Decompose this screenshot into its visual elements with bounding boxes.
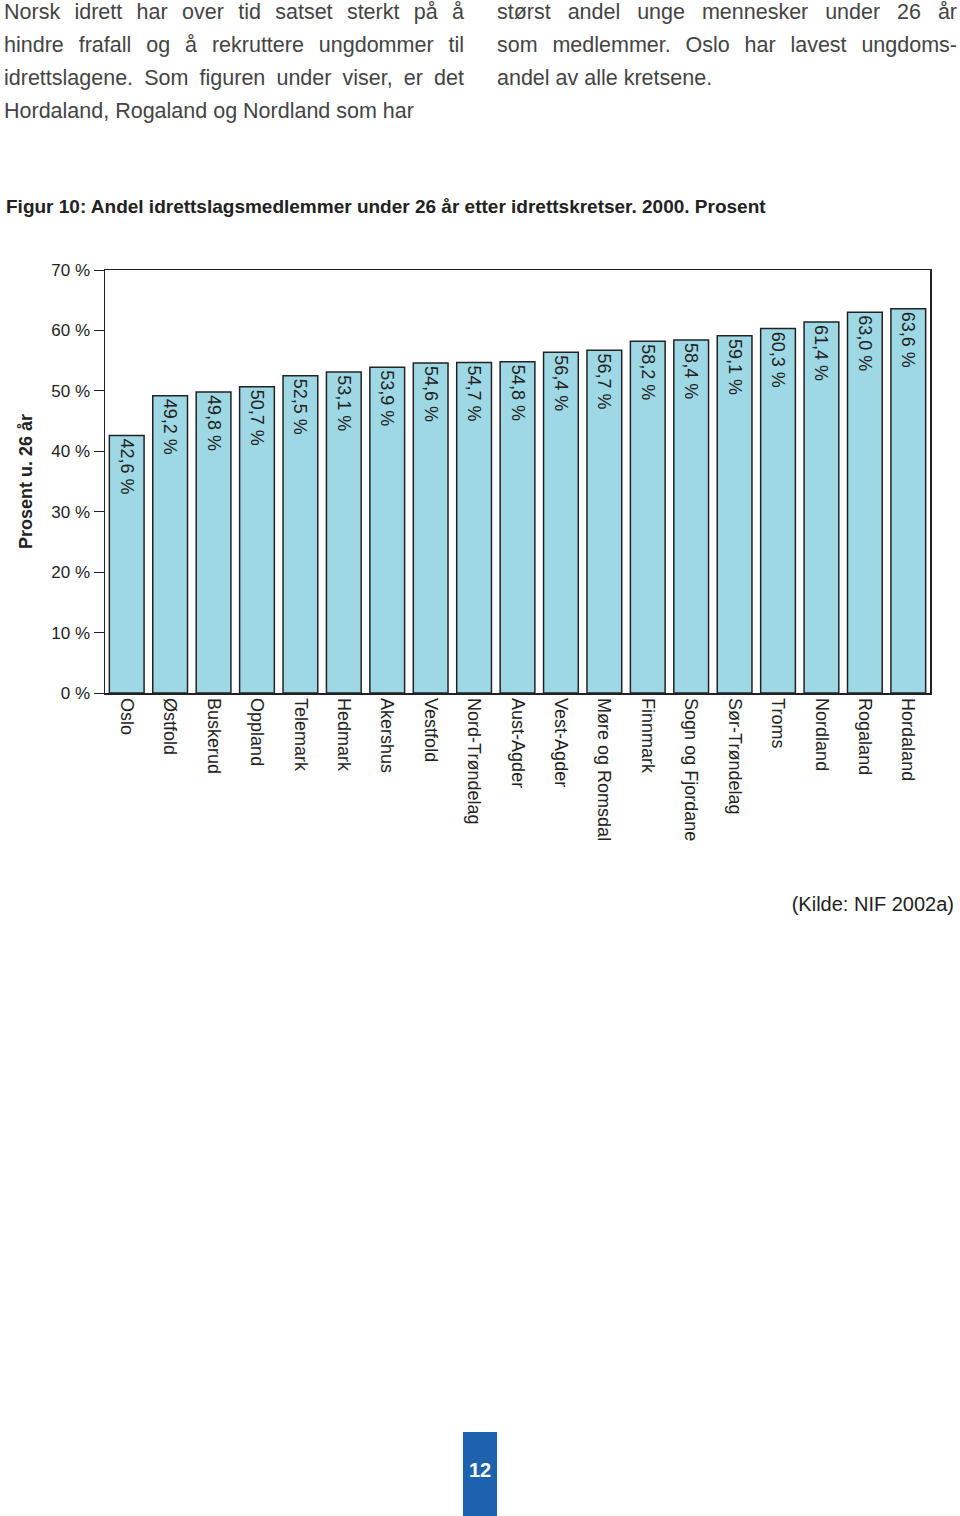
svg-text:70 %: 70 % [51,261,90,280]
html-text:andel av alle kretsene.: andel av alle kretsene. [497,66,713,90]
svg-text:Vestfold: Vestfold [421,698,441,762]
svg-text:54,7 %: 54,7 % [464,365,484,421]
svg-text:54,8 %: 54,8 % [508,365,528,421]
svg-text:Akershus: Akershus [377,698,397,773]
svg-text:0 %: 0 % [61,684,90,703]
svg-text:53,1 %: 53,1 % [334,375,354,431]
svg-text:54,6 %: 54,6 % [421,366,441,422]
html-text:Norsk idrett har over tid sats: Norsk idrett har over tid satset sterkt … [4,0,464,24]
svg-text:42,6 %: 42,6 % [117,439,137,495]
svg-text:10 %: 10 % [51,624,90,643]
html-text:(Kilde: NIF 2002a): (Kilde: NIF 2002a) [791,893,954,915]
svg-text:56,4 %: 56,4 % [551,355,571,411]
svg-text:58,4 %: 58,4 % [681,343,701,399]
svg-text:63,6 %: 63,6 % [898,312,918,368]
html-text:idrettslagene. Som figuren und: idrettslagene. Som figuren under viser, … [4,66,464,90]
svg-text:49,2 %: 49,2 % [160,399,180,455]
svg-text:Østfold: Østfold [160,698,180,755]
svg-text:40 %: 40 % [51,442,90,461]
svg-text:56,7 %: 56,7 % [594,353,614,409]
html-text:hindre frafall og å rekruttere: hindre frafall og å rekruttere ungdommer… [4,33,464,57]
svg-text:Prosent u. 26 år: Prosent u. 26 år [16,414,36,549]
svg-text:58,2 %: 58,2 % [638,344,658,400]
svg-text:Finnmark: Finnmark [638,698,658,774]
html-text:Hordaland, Rogaland og Nordlan: Hordaland, Rogaland og Nordland som har [4,99,414,123]
svg-text:50,7 %: 50,7 % [247,390,267,446]
svg-text:52,5 %: 52,5 % [290,379,310,435]
svg-text:Hedmark: Hedmark [334,698,354,772]
svg-text:Sogn og Fjordane: Sogn og Fjordane [681,698,701,841]
svg-text:Oppland: Oppland [247,698,267,766]
svg-text:60,3 %: 60,3 % [768,332,788,388]
svg-text:50 %: 50 % [51,382,90,401]
svg-text:Møre og Romsdal: Møre og Romsdal [594,698,614,841]
html-text:som medlemmer. Oslo har lavest: som medlemmer. Oslo har lavest ungdoms- [497,33,957,57]
svg-text:53,9 %: 53,9 % [377,370,397,426]
svg-text:Vest-Agder: Vest-Agder [551,698,571,787]
svg-text:Aust-Agder: Aust-Agder [508,698,528,788]
svg-text:Sør-Trøndelag: Sør-Trøndelag [725,698,745,814]
svg-text:Rogaland: Rogaland [855,698,875,775]
svg-text:49,8 %: 49,8 % [204,395,224,451]
html-text:størst andel unge mennesker un: størst andel unge mennesker under 26 år [497,0,957,24]
svg-text:Nord-Trøndelag: Nord-Trøndelag [464,698,484,824]
svg-text:Nordland: Nordland [812,698,832,771]
html-text:12: 12 [468,1459,492,1481]
svg-text:63,0 %: 63,0 % [855,315,875,371]
svg-text:Hordaland: Hordaland [898,698,918,781]
svg-text:30 %: 30 % [51,503,90,522]
svg-text:Buskerud: Buskerud [204,698,224,774]
svg-text:60 %: 60 % [51,321,90,340]
html-text:Figur 10: Andel idrettslagsmed: Figur 10: Andel idrettslagsmedlemmer und… [6,196,766,217]
svg-text:Troms: Troms [768,698,788,748]
svg-text:20 %: 20 % [51,563,90,582]
svg-text:61,4 %: 61,4 % [811,325,831,381]
svg-text:59,1 %: 59,1 % [725,339,745,395]
svg-text:Telemark: Telemark [291,698,311,772]
svg-text:Oslo: Oslo [117,698,137,735]
